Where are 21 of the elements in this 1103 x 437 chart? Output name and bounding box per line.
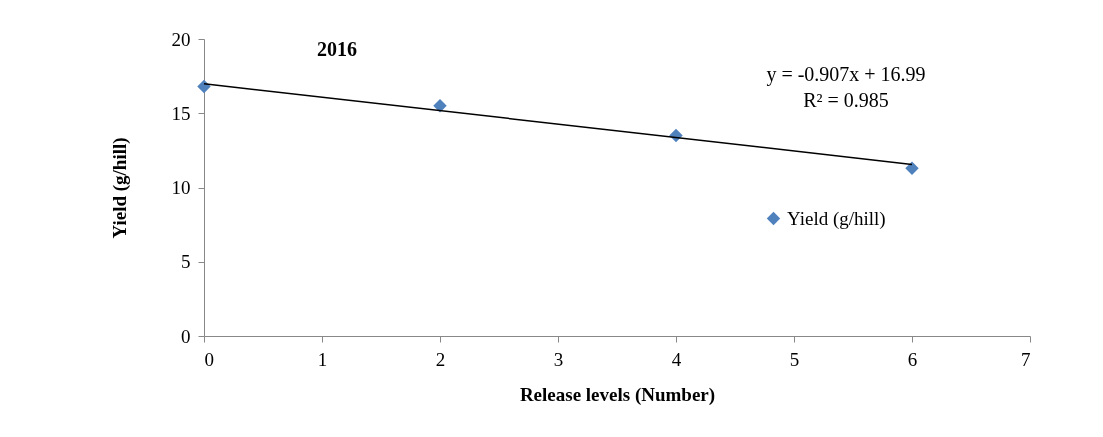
y-axis-title: Yield (g/hill) (108, 137, 131, 239)
x-axis-title: Release levels (Number) (519, 383, 716, 406)
y-tick-label: 20 (171, 28, 191, 50)
x-tick-label: 7 (1021, 348, 1031, 370)
x-tick-label: 1 (317, 348, 328, 370)
chart-title: 2016 (317, 38, 357, 60)
point (197, 79, 211, 94)
y-tick-label: 0 (181, 325, 191, 347)
x-tick-label: 5 (789, 348, 800, 370)
x-tick-label: 2 (435, 348, 446, 370)
y-tick-label: 10 (171, 177, 191, 198)
legend-label: Yield (g/hill) (787, 207, 886, 230)
x-tick-label: 6 (907, 348, 918, 370)
point (905, 161, 919, 175)
y-tick-label: 15 (171, 102, 191, 124)
x-tick-label: 4 (671, 348, 682, 370)
x-tick-label: 3 (553, 348, 564, 370)
annotation: y = -0.907x + 16.99 (766, 63, 926, 86)
x-tick-label: 0 (204, 348, 214, 370)
annotation: R² = 0.985 (803, 89, 889, 111)
y-tick-label: 5 (181, 251, 191, 273)
